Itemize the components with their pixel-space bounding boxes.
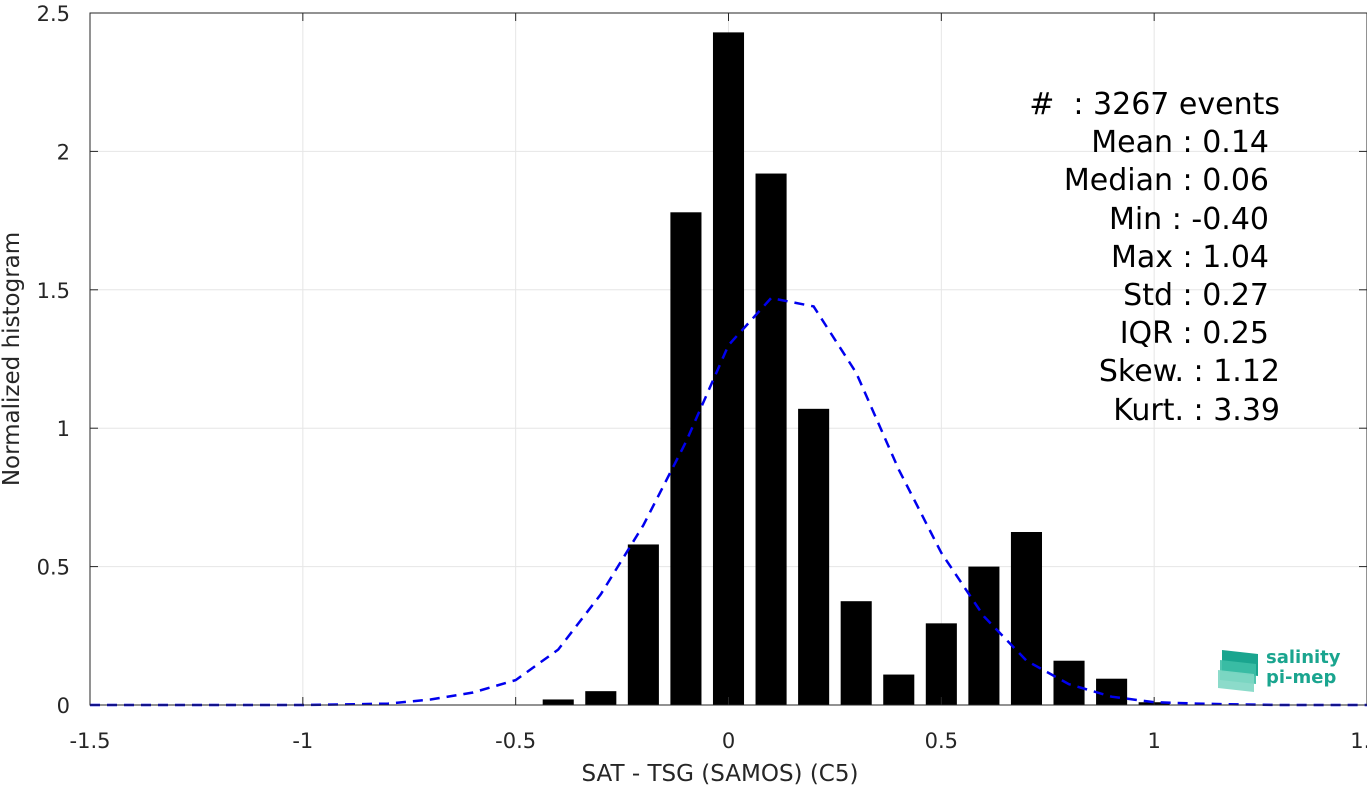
y-tick-label: 1 <box>57 417 70 441</box>
x-tick-label: 1 <box>1147 729 1160 753</box>
y-tick-label: 2.5 <box>37 2 70 26</box>
stat-mean: Mean : 0.14 <box>1091 125 1269 161</box>
histogram-bars <box>542 32 1170 706</box>
stat-median: Median : 0.06 <box>1063 163 1269 199</box>
y-tick-label: 0.5 <box>37 556 70 580</box>
x-tick-label: 1.5 <box>1350 729 1367 753</box>
y-axis-title: Normalized histogram <box>0 232 25 486</box>
histogram-bar <box>840 601 872 705</box>
x-tick-label: -0.5 <box>495 729 536 753</box>
histogram-bar <box>925 623 957 705</box>
y-tick-label: 1.5 <box>37 279 70 303</box>
y-tick-label: 2 <box>57 140 70 164</box>
histogram-bar <box>542 699 574 705</box>
histogram-bar <box>1096 678 1128 705</box>
x-axis-title: SAT - TSG (SAMOS) (C5) <box>582 761 859 785</box>
x-tick-label: -1 <box>292 729 313 753</box>
wave-logo-icon <box>1218 650 1258 692</box>
histogram-bar <box>1010 532 1043 705</box>
logo-text: salinity pi-mep <box>1266 648 1341 688</box>
histogram-bar <box>883 674 915 705</box>
y-tick-label: 0 <box>57 694 70 718</box>
stat-count: # : 3267 events <box>1029 87 1280 122</box>
axis-ticks: -1.5 -1 -0.5 0 0.5 1 1.5 0 0.5 1 1.5 2 2.5 <box>37 2 1367 753</box>
stats-panel: # : 3267 events Mean : 0.14 Median : 0.0… <box>960 86 1280 430</box>
x-tick-label: 0 <box>722 729 735 753</box>
stat-max: Max : 1.04 <box>1111 239 1269 275</box>
x-tick-label: 0.5 <box>925 729 958 753</box>
x-tick-label: -1.5 <box>70 729 111 753</box>
salinity-pimep-logo: salinity pi-mep <box>1216 646 1346 696</box>
histogram-bar <box>755 173 787 705</box>
stat-kurt: Kurt. : 3.39 <box>1113 392 1280 428</box>
stat-std: Std : 0.27 <box>1123 278 1269 314</box>
stat-iqr: IQR : 0.25 <box>1119 316 1269 352</box>
logo-line2: pi-mep <box>1266 667 1337 688</box>
histogram-bar <box>627 544 659 705</box>
histogram-bar <box>585 691 617 705</box>
stat-min: Min : -0.40 <box>1108 201 1269 237</box>
stat-skew: Skew. : 1.12 <box>1098 354 1280 390</box>
histogram-bar <box>670 212 702 705</box>
histogram-bar <box>798 408 830 705</box>
histogram-bar <box>968 566 1000 705</box>
logo-line1: salinity <box>1266 647 1341 668</box>
